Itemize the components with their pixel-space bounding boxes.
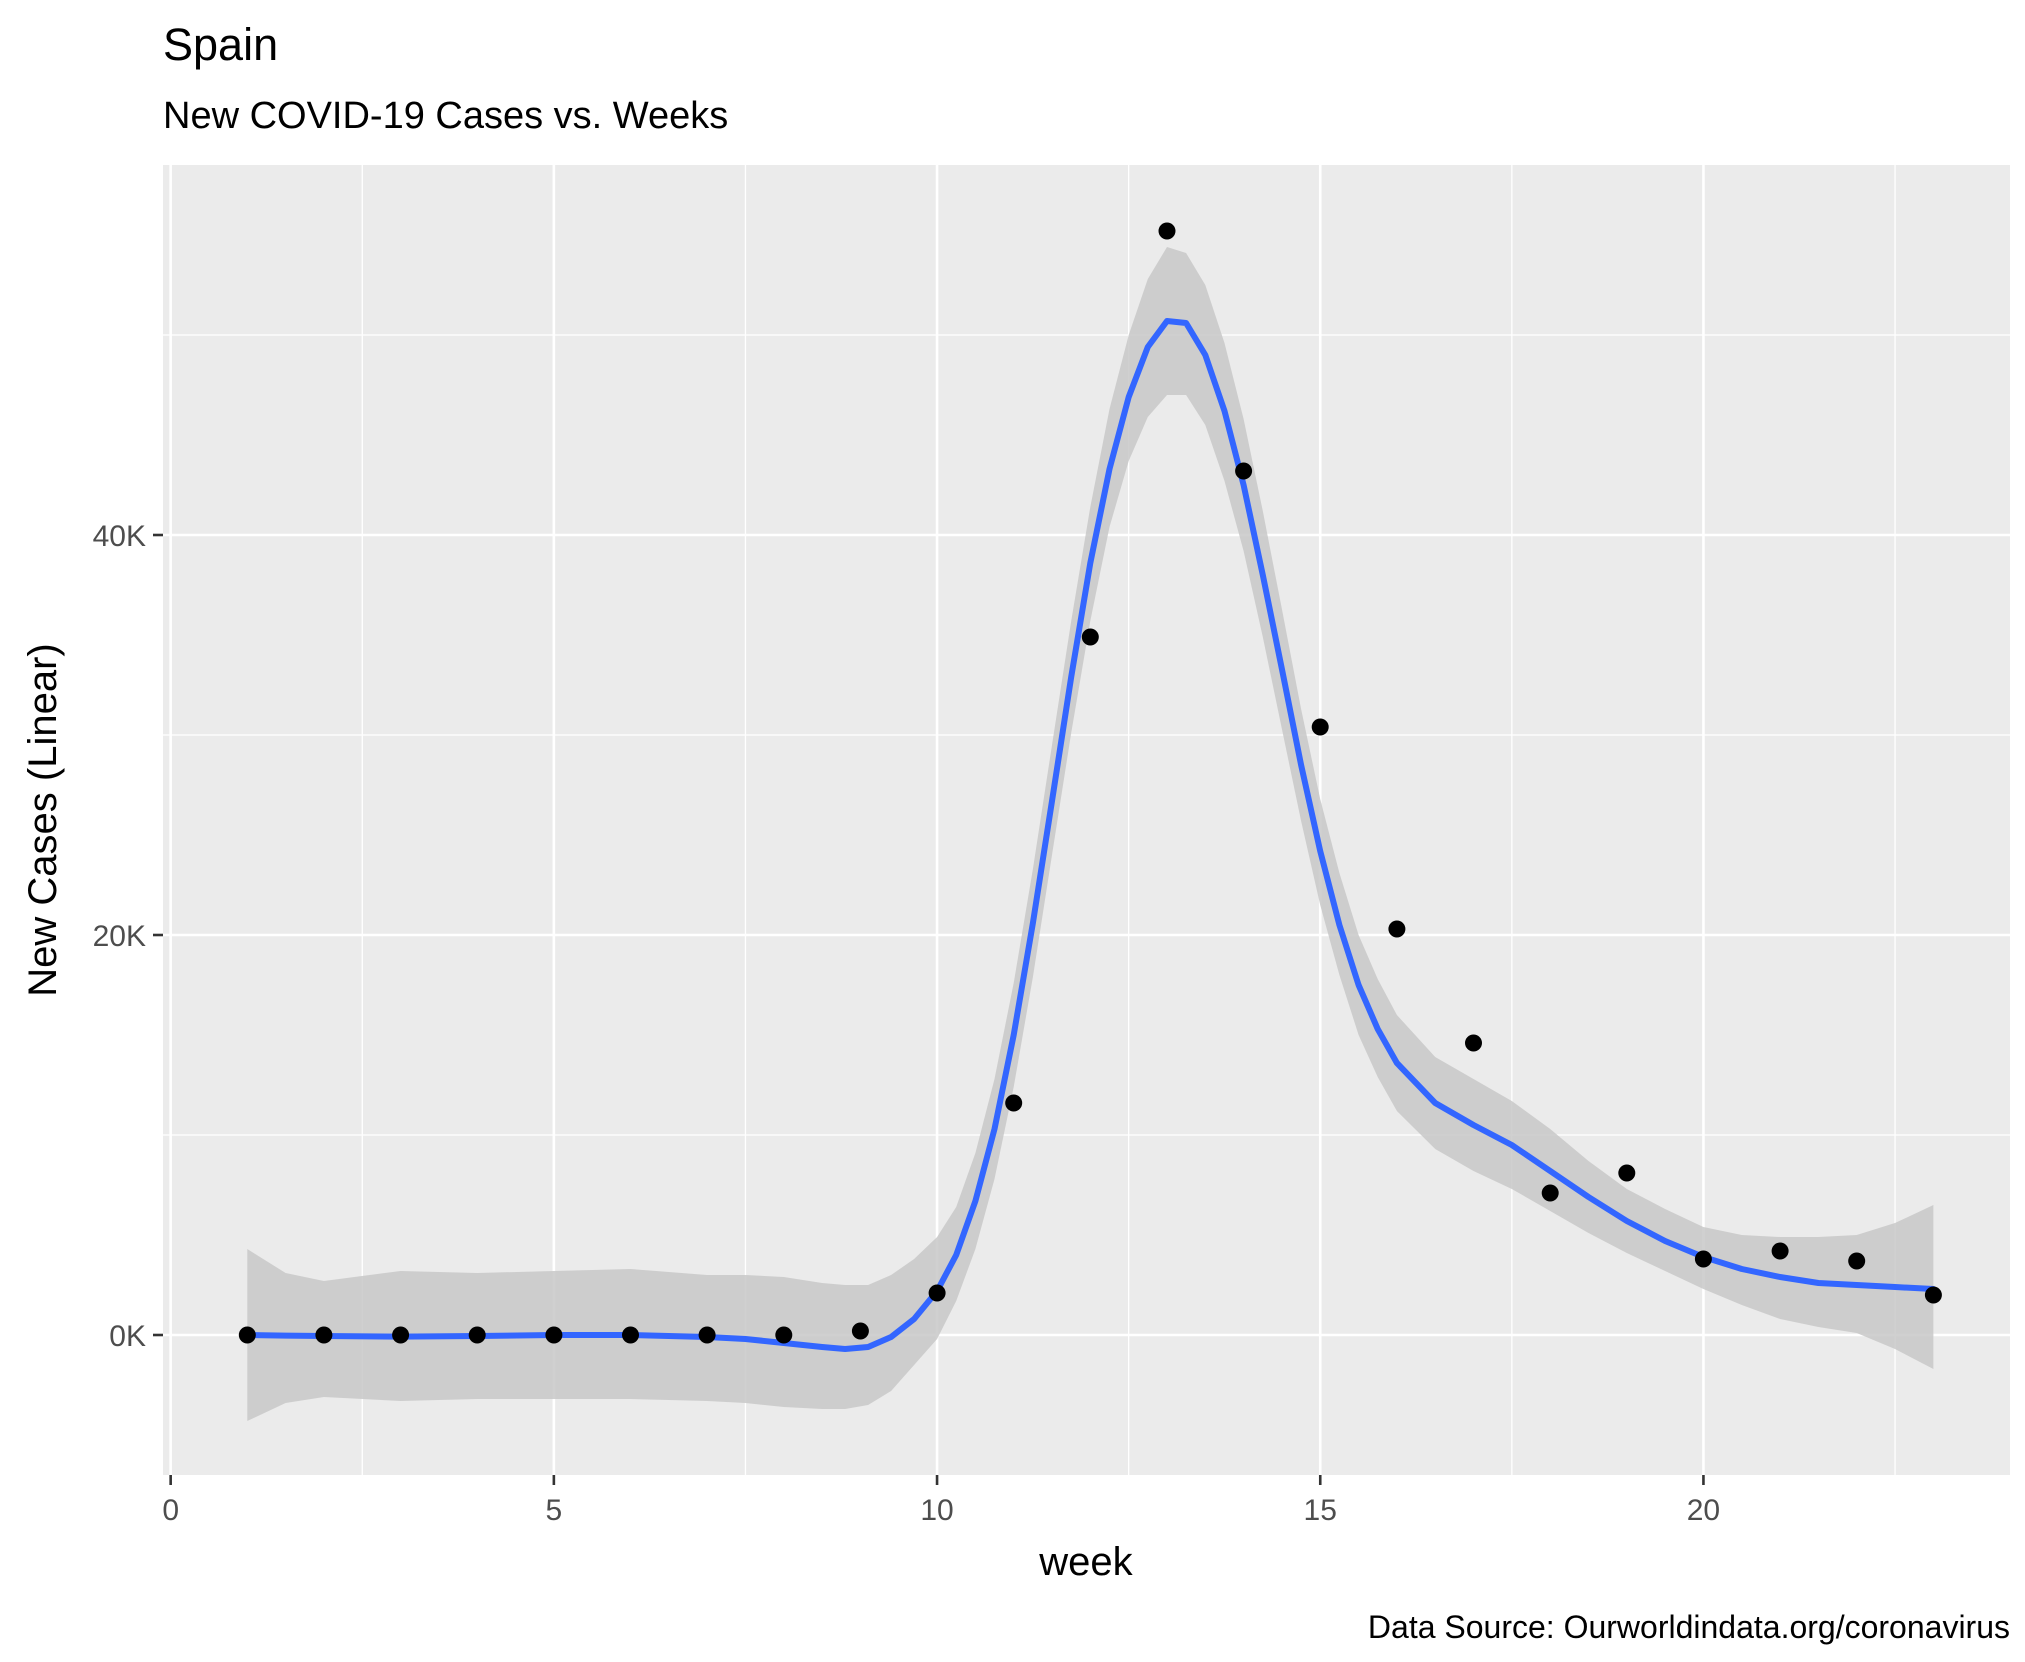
x-tick-label: 5 bbox=[546, 1494, 563, 1527]
x-tick-label: 10 bbox=[920, 1494, 953, 1527]
data-point bbox=[1388, 920, 1406, 938]
data-point bbox=[1541, 1184, 1559, 1202]
data-point bbox=[1771, 1242, 1789, 1260]
chart-subtitle: New COVID-19 Cases vs. Weeks bbox=[163, 95, 728, 137]
y-tick-label: 20K bbox=[93, 920, 146, 953]
data-point bbox=[545, 1326, 563, 1344]
data-point bbox=[1848, 1252, 1866, 1270]
data-point bbox=[1618, 1164, 1636, 1182]
data-point bbox=[1005, 1094, 1023, 1112]
data-point bbox=[1694, 1250, 1712, 1268]
x-axis-label: week bbox=[1038, 1540, 1133, 1584]
data-points bbox=[238, 222, 1942, 1344]
data-point bbox=[1311, 718, 1329, 736]
smooth-fit-line bbox=[244, 318, 1937, 1352]
data-point bbox=[928, 1284, 946, 1302]
y-axis: 0K 20K 40K bbox=[93, 520, 163, 1353]
x-tick-label: 0 bbox=[162, 1494, 179, 1527]
data-point bbox=[1235, 462, 1253, 480]
chart-caption: Data Source: Ourworldindata.org/coronavi… bbox=[1368, 1609, 2010, 1645]
y-axis-label: New Cases (Linear) bbox=[21, 643, 65, 996]
data-point bbox=[238, 1326, 256, 1344]
data-point bbox=[1158, 222, 1176, 240]
data-point bbox=[851, 1322, 869, 1340]
confidence-band bbox=[247, 247, 1934, 1421]
data-point bbox=[1081, 628, 1099, 646]
data-point bbox=[468, 1326, 486, 1344]
smooth-line bbox=[244, 318, 1937, 1352]
data-point bbox=[315, 1326, 333, 1344]
data-point bbox=[1924, 1286, 1942, 1304]
data-point bbox=[775, 1326, 793, 1344]
data-point bbox=[392, 1326, 410, 1344]
data-point bbox=[1465, 1034, 1482, 1052]
x-axis: 0 5 10 15 20 bbox=[162, 1475, 1720, 1527]
y-tick-label: 0K bbox=[109, 1320, 146, 1353]
x-tick-label: 20 bbox=[1687, 1494, 1720, 1527]
y-tick-label: 40K bbox=[93, 520, 146, 553]
chart-title: Spain bbox=[163, 19, 278, 70]
data-point bbox=[622, 1326, 639, 1344]
confidence-band-area bbox=[247, 247, 1934, 1421]
data-point bbox=[698, 1326, 716, 1344]
x-tick-label: 15 bbox=[1304, 1494, 1337, 1527]
